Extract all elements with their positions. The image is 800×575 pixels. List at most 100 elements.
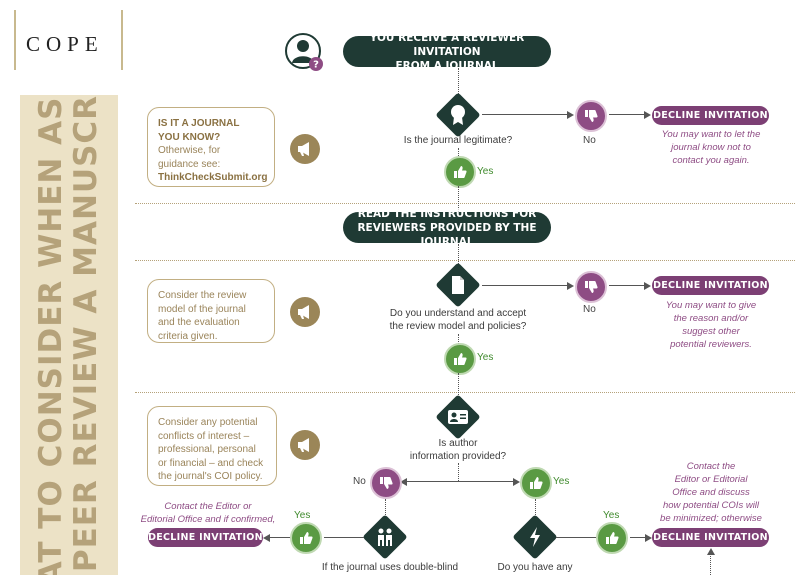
step2-callout: Consider the review model of the journal… — [147, 279, 275, 343]
step1-no-label: No — [583, 135, 596, 146]
step3-right-yes-label: Yes — [603, 510, 620, 521]
svg-text:?: ? — [313, 60, 319, 71]
arrow-icon — [567, 281, 574, 290]
step1-decline-button: DECLINE INVITATION — [652, 106, 769, 125]
note-line: how potential COIs will — [662, 500, 760, 511]
lightning-icon — [530, 527, 540, 547]
callout-heading-line2: YOU KNOW? — [158, 131, 221, 143]
step3-right-diamond — [512, 514, 558, 560]
arrow-icon — [263, 533, 270, 542]
step3-right-question: Do you have any — [497, 562, 573, 573]
step1-yes-label: Yes — [477, 166, 494, 177]
step1-diamond — [435, 92, 481, 138]
note-line: contact you again. — [672, 155, 750, 166]
note-line: You may want to let the — [661, 129, 761, 140]
connector — [609, 285, 645, 287]
arrow-icon — [513, 477, 520, 486]
callout-line: Consider any potential — [158, 417, 258, 428]
connector — [535, 499, 536, 515]
arrow-icon — [645, 533, 652, 542]
callout-line: and the evaluation — [158, 317, 240, 328]
note-line: the reason and/or — [673, 313, 749, 324]
connector — [324, 537, 364, 539]
connector — [458, 186, 459, 212]
step3-yes-thumbs-up-icon — [520, 467, 552, 499]
note-line: Editor or Editorial — [674, 474, 748, 485]
step3-right-decline-button: DECLINE INVITATION — [652, 528, 769, 547]
section-separator — [135, 203, 795, 204]
step2-header-line1: READ THE INSTRUCTIONS FOR — [357, 207, 537, 220]
arrow-icon — [706, 548, 715, 555]
step1-header: YOU RECEIVE A REVIEWER INVITATION FROM A… — [343, 32, 551, 72]
step3-left-note: Contact the Editor or Editorial Office a… — [128, 500, 288, 526]
note-line: be minimized; otherwise — [660, 513, 762, 524]
megaphone-icon — [290, 297, 320, 327]
question-line: information provided? — [409, 451, 507, 462]
callout-line1: Otherwise, for — [158, 145, 221, 156]
step3-left-question: If the journal uses double-blind — [321, 562, 459, 573]
section-separator — [135, 392, 795, 393]
arrow-icon — [644, 110, 651, 119]
step2-header: READ THE INSTRUCTIONS FOR REVIEWERS PROV… — [343, 208, 551, 248]
connector — [385, 499, 386, 515]
note-line: suggest other — [682, 326, 740, 337]
logo-divider-left — [14, 10, 16, 70]
step3-left-diamond — [362, 514, 408, 560]
id-card-icon — [448, 410, 468, 424]
sidebar-band: WHAT TO CONSIDER WHEN ASKED TO PEER REVI… — [20, 95, 118, 575]
question-line: Do you understand and accept — [389, 308, 527, 319]
step2-yes-label: Yes — [477, 352, 494, 363]
document-icon — [452, 276, 464, 294]
step1-no-thumbs-down-icon — [575, 100, 607, 132]
connector — [482, 285, 568, 287]
thinkchecksubmit-link[interactable]: ThinkCheckSubmit.org — [158, 172, 268, 183]
logo-divider-right — [121, 10, 123, 70]
connector — [458, 244, 459, 264]
step2-no-label: No — [583, 304, 596, 315]
step3-callout: Consider any potential conflicts of inte… — [147, 406, 277, 486]
callout-line: the journal's COI policy. — [158, 471, 263, 482]
megaphone-icon — [290, 430, 320, 460]
question-line: the review model and policies? — [389, 321, 527, 332]
step3-diamond — [435, 394, 481, 440]
callout-line: or financial – and check — [158, 457, 264, 469]
note-line: potential reviewers. — [670, 339, 752, 350]
step2-note: You may want to give the reason and/or s… — [646, 299, 776, 351]
callout-line: model of the journal — [158, 303, 246, 315]
connector — [458, 334, 459, 344]
step1-header-line2: FROM A JOURNAL — [395, 59, 499, 72]
note-line: Editorial Office and if confirmed, — [140, 514, 276, 525]
note-line: journal know not to — [671, 142, 751, 153]
arrow-icon — [400, 477, 407, 486]
connector — [609, 114, 645, 116]
step3-yes-label: Yes — [553, 476, 570, 487]
section-separator — [135, 260, 795, 261]
step1-note: You may want to let the journal know not… — [646, 128, 776, 167]
connector — [458, 373, 459, 397]
note-line: Contact the Editor or — [164, 501, 252, 512]
connector — [482, 114, 568, 116]
step3-right-note: Contact the Editor or Editorial Office a… — [646, 460, 776, 525]
arrow-icon — [567, 110, 574, 119]
callout-line: Consider the review — [158, 290, 247, 301]
reviewer-avatar-icon: ? — [285, 33, 325, 73]
connector — [630, 537, 646, 539]
sidebar-title-line2: TO PEER REVIEW A MANUSCRIPT — [68, 95, 104, 575]
seal-icon — [451, 105, 465, 125]
step2-question: Do you understand and accept the review … — [383, 307, 533, 333]
connector — [270, 537, 290, 539]
step1-yes-thumbs-up-icon — [444, 156, 476, 188]
step1-header-line1: YOU RECEIVE A REVIEWER INVITATION — [369, 31, 525, 58]
connector — [406, 481, 514, 483]
note-line: Office and discuss — [672, 487, 750, 498]
step2-yes-thumbs-up-icon — [444, 343, 476, 375]
step3-no-thumbs-down-icon — [370, 467, 402, 499]
cope-logo: COPE — [26, 32, 104, 56]
step2-decline-button: DECLINE INVITATION — [652, 276, 769, 295]
sidebar-title-line1: WHAT TO CONSIDER WHEN ASKED — [33, 95, 69, 575]
connector — [458, 68, 459, 94]
people-icon — [378, 528, 392, 546]
connector — [458, 148, 459, 156]
connector — [710, 553, 711, 575]
megaphone-icon — [290, 134, 320, 164]
